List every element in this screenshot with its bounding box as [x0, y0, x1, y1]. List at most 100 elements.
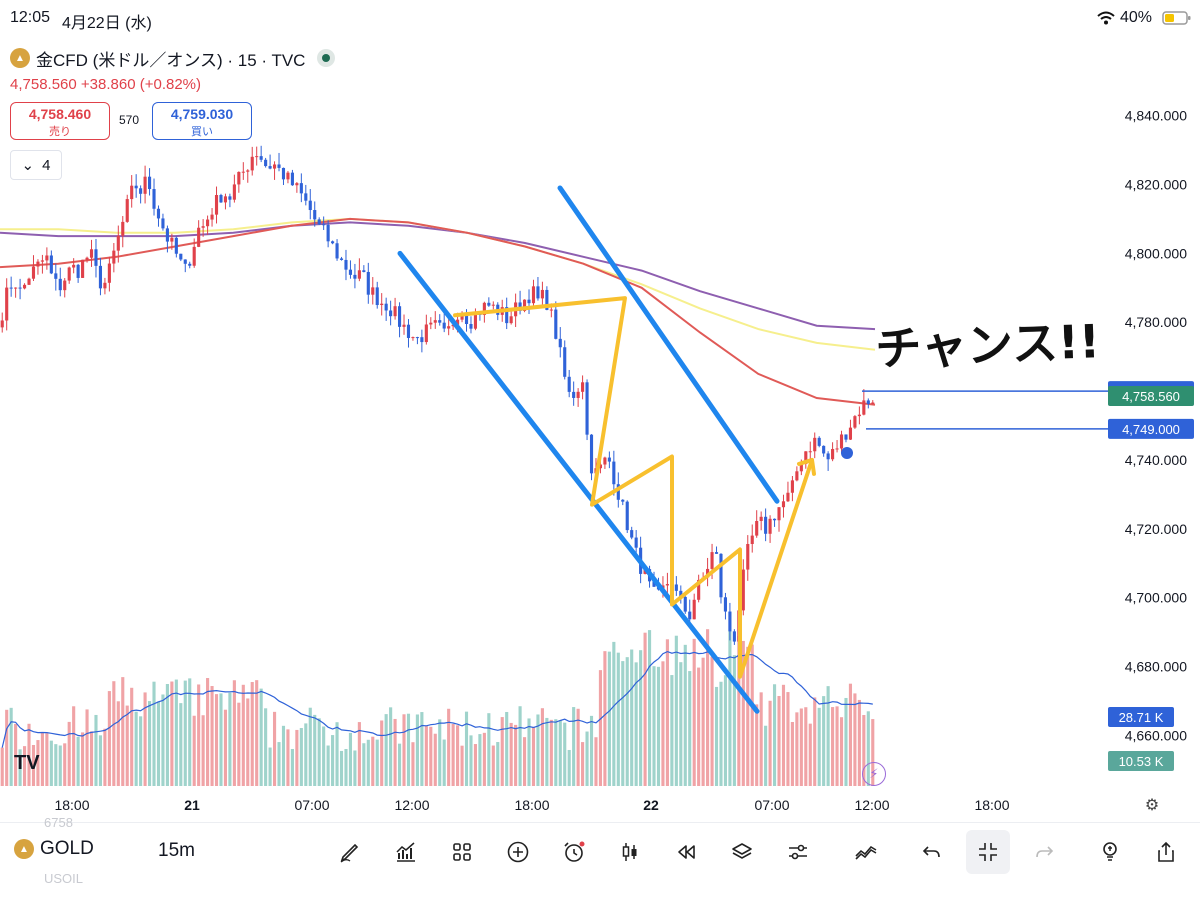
candle [281, 167, 286, 186]
pen-icon[interactable] [334, 838, 366, 866]
candle [822, 445, 826, 457]
grid-icon[interactable] [446, 838, 478, 866]
sell-button[interactable]: 4,758.460 売り [10, 102, 110, 140]
volume-bar [549, 719, 553, 786]
volume-bar [295, 729, 299, 786]
candle-type-icon[interactable] [614, 838, 646, 866]
candle [179, 253, 183, 262]
volume-bar [639, 650, 643, 786]
candle [183, 259, 187, 273]
candle-body [14, 287, 18, 289]
candle [219, 193, 223, 203]
volume-bar [429, 726, 433, 786]
candle-body [335, 243, 339, 259]
compare-lines-icon[interactable] [850, 838, 882, 866]
volume-bar [438, 719, 442, 786]
candle [18, 278, 22, 300]
candle [625, 500, 629, 533]
candle-body [281, 167, 286, 180]
toolbar-symbol[interactable]: ▲ GOLD [14, 838, 94, 860]
price-chart[interactable]: 4,840.0004,820.0004,800.0004,780.0004,76… [0, 0, 1200, 822]
volume-bar [143, 692, 147, 786]
symbol-header[interactable]: ▲ 金CFD (米ドル／オンス) · 15 · TVC [10, 46, 336, 70]
candle [384, 297, 388, 321]
candle-body [464, 313, 469, 325]
candle-body [683, 596, 687, 612]
candle [576, 388, 580, 407]
sliders-icon[interactable] [782, 838, 814, 866]
candle-body [326, 224, 330, 242]
share-icon[interactable] [1150, 838, 1182, 866]
toolbar-interval[interactable]: 15m [158, 840, 195, 861]
candle [112, 243, 116, 273]
volume-bar [755, 704, 759, 786]
candle-body [147, 176, 152, 190]
lightbulb-icon[interactable] [1094, 838, 1126, 866]
candle-body [764, 516, 768, 534]
replay-icon[interactable] [670, 838, 702, 866]
candle [728, 602, 732, 641]
volume-bar [98, 735, 103, 786]
candle [558, 327, 562, 358]
candle-body [18, 287, 22, 289]
candle [268, 154, 272, 170]
volume-bar [286, 729, 290, 786]
candle [223, 193, 228, 210]
y-tick-label: 4,660.000 [1125, 727, 1187, 743]
x-tick-label: 21 [184, 797, 200, 813]
battery-level: 40% [1120, 9, 1153, 26]
candle-body [348, 269, 353, 275]
candlesticks [0, 145, 875, 647]
alarm-icon[interactable] [558, 838, 590, 866]
candle-body [228, 196, 232, 200]
candle-body [518, 302, 522, 311]
volume-bar [174, 679, 178, 786]
volume-bar [344, 749, 348, 786]
volume-bar [14, 723, 18, 786]
candle-body [94, 249, 98, 266]
candle [326, 220, 330, 248]
volume-bar [223, 709, 228, 786]
add-icon[interactable] [502, 838, 534, 866]
volume-bar [683, 644, 687, 786]
volume-bar [384, 714, 388, 786]
indicators-toggle[interactable]: ⌄ 4 [10, 150, 62, 180]
candle-body [473, 313, 478, 329]
candle [741, 559, 745, 616]
volume-bar [719, 681, 723, 786]
toolbar-symbol-label: GOLD [40, 838, 94, 859]
x-tick-label: 18:00 [514, 797, 549, 813]
candle-body [389, 310, 393, 317]
candle-body [85, 257, 89, 260]
candle-body [415, 337, 419, 339]
volume-bar [36, 740, 40, 786]
undo-icon[interactable] [916, 838, 948, 866]
candle [5, 278, 9, 331]
candle-body [844, 434, 848, 440]
candle-body [759, 516, 763, 521]
candle [795, 466, 799, 482]
candle [714, 546, 719, 554]
candle-body [509, 316, 513, 324]
candle-body [63, 280, 67, 291]
candle [723, 592, 728, 620]
buy-button[interactable]: 4,759.030 買い [152, 102, 252, 140]
layers-icon[interactable] [726, 838, 758, 866]
settings-icon[interactable]: ⚙ [1144, 794, 1160, 814]
volume-bar [621, 661, 625, 786]
volume-bar [652, 666, 656, 786]
volume-bar [0, 747, 4, 786]
bolt-icon[interactable]: ⚡ [862, 762, 886, 786]
candle-body [652, 581, 656, 587]
candle [786, 481, 790, 502]
indicator-icon[interactable] [390, 838, 422, 866]
volume-bar [741, 640, 745, 786]
volume-bar [107, 691, 111, 786]
candle-body [616, 484, 620, 500]
price-change-row: 4,758.560 +38.860 (+0.82%) [10, 76, 201, 93]
candle-body [362, 270, 366, 272]
redo-icon[interactable] [1028, 838, 1060, 866]
collapse-icon[interactable] [966, 830, 1010, 874]
candle [438, 314, 442, 326]
volume-bar [487, 713, 491, 786]
